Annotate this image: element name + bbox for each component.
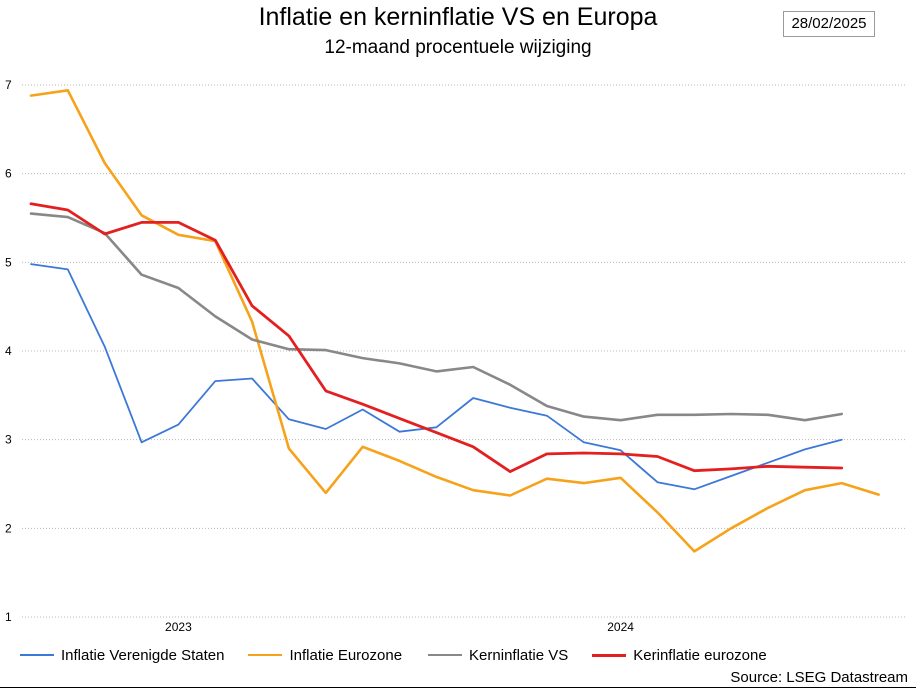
series-lines xyxy=(29,89,880,553)
x-tick-label: 2023 xyxy=(165,620,192,634)
chart-title: Inflatie en kerninflatie VS en Europa xyxy=(258,3,658,31)
legend-label: Kerinflatie eurozone xyxy=(633,646,767,664)
legend-swatch xyxy=(248,654,283,656)
y-tick-label: 3 xyxy=(5,433,12,447)
legend-label: Kerninflatie VS xyxy=(469,646,569,664)
legend-swatch xyxy=(20,654,54,656)
legend-swatch xyxy=(592,653,627,657)
legend-label: Inflatie Verenigde Staten xyxy=(61,646,225,664)
source-note: Source: LSEG Datastream xyxy=(730,669,908,686)
series-line-1 xyxy=(30,263,843,491)
y-tick-label: 2 xyxy=(5,521,12,535)
legend: Inflatie Verenigde Staten Inflatie Eurozo… xyxy=(20,645,791,665)
gridlines xyxy=(22,84,905,618)
y-tick-label: 4 xyxy=(5,344,12,358)
date-badge: 28/02/2025 xyxy=(783,11,875,37)
x-tick-label: 2024 xyxy=(607,620,634,634)
bottom-rule xyxy=(0,687,916,688)
legend-item: Kerinflatie eurozone xyxy=(592,646,767,664)
series-line-3 xyxy=(29,212,843,422)
series-line-4 xyxy=(29,202,844,473)
legend-label: Inflatie Eurozone xyxy=(289,646,403,664)
legend-item: Kerninflatie VS xyxy=(428,647,568,664)
x-axis-ticks: 202320242025 xyxy=(165,620,634,634)
y-tick-label: 7 xyxy=(5,78,12,92)
legend-item: Inflatie Eurozone xyxy=(248,647,402,664)
y-tick-label: 5 xyxy=(5,255,12,269)
y-tick-label: 1 xyxy=(5,610,12,624)
legend-swatch xyxy=(428,654,463,656)
y-axis-ticks: 1 2 3 4 5 6 7 xyxy=(5,78,12,624)
series-line-2 xyxy=(29,89,880,553)
y-tick-label: 6 xyxy=(5,167,12,181)
legend-item: Inflatie Verenigde Staten xyxy=(20,647,224,664)
chart-subtitle: 12-maand procentuele wijziging xyxy=(324,37,592,58)
